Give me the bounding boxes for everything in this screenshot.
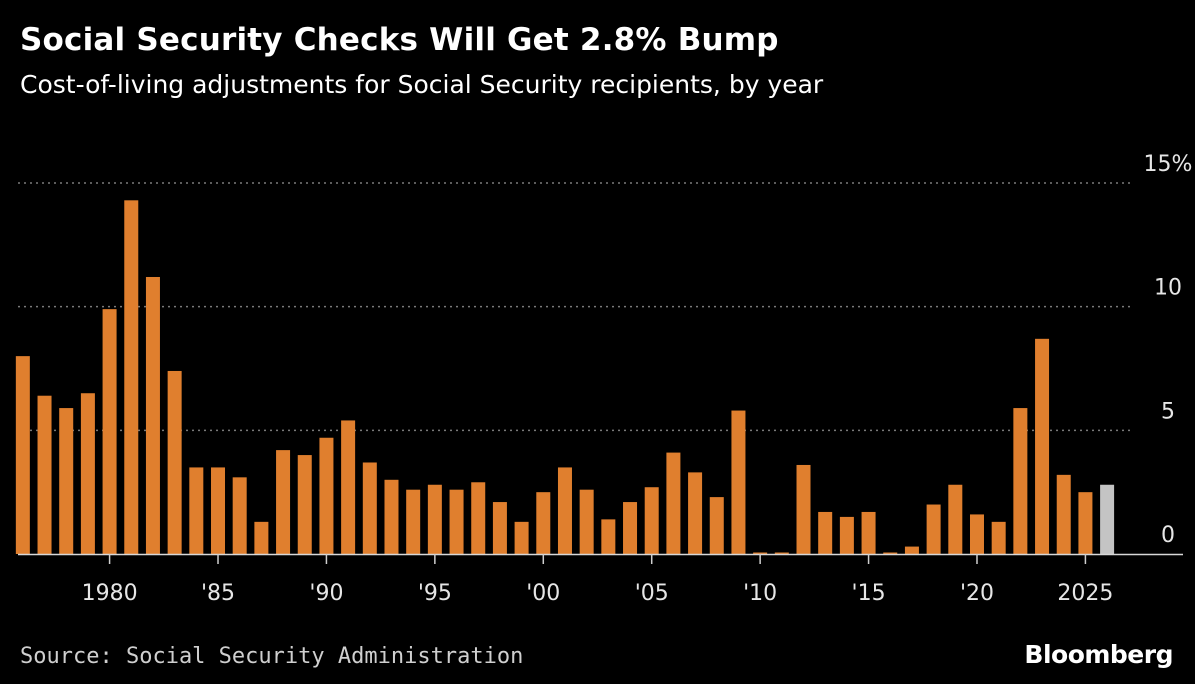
bar [883,552,898,554]
bar [471,482,486,554]
y-tick-label: 0 [1161,523,1175,548]
bar [297,455,312,554]
source-note: Source: Social Security Administration [20,644,524,669]
bar [818,511,833,554]
bar [80,393,95,554]
y-axis-ticks: 15% 10 5 0 [1144,152,1193,548]
bar [861,511,876,554]
bar [774,552,789,554]
bar [59,408,74,554]
bar-highlight [1100,484,1115,554]
bar [536,492,551,554]
bar [796,464,811,554]
bar [492,502,507,554]
bar [709,497,724,554]
bar [189,467,204,554]
bar [37,395,52,554]
bar [904,546,919,554]
x-tick-label: '10 [743,581,777,606]
bar [514,521,529,554]
bar [926,504,941,554]
y-tick-label: 10 [1154,276,1182,301]
x-tick-label: '90 [309,581,343,606]
bar [406,489,421,554]
x-tick-label: 2025 [1057,581,1113,606]
bloomberg-logo: Bloomberg [1024,640,1173,669]
bar [623,502,638,554]
bar [167,370,182,554]
bar [232,477,247,554]
bar [557,467,572,554]
bar [1078,492,1093,554]
bar [102,309,117,554]
bar [384,479,399,554]
x-tick-label: '95 [418,581,452,606]
bar [839,516,854,554]
bar [124,200,139,554]
x-tick-label: '15 [852,581,886,606]
bar [666,452,681,554]
bar [644,487,659,554]
bar [601,519,616,554]
y-tick-label: 15% [1144,152,1193,177]
x-axis-ticks: 1980 '85 '90 '95 '00 '05 '10 '15 '20 2025 [82,554,1113,606]
chart-title: Social Security Checks Will Get 2.8% Bum… [20,22,779,58]
bar [276,450,291,554]
bars [15,200,1115,554]
x-tick-label: '00 [526,581,560,606]
bar [341,420,356,554]
bar [969,514,984,554]
bar [948,484,963,554]
grid-lines [18,182,1130,432]
bar [991,521,1006,554]
bar [449,489,464,554]
bar [211,467,226,554]
bar [362,462,377,554]
bar [731,410,746,554]
bar [579,489,594,554]
x-tick-label: 1980 [82,581,138,606]
x-tick-label: '20 [960,581,994,606]
bar [1035,338,1050,554]
bar [319,437,334,554]
bar [1056,474,1071,554]
bar [1013,408,1028,554]
x-tick-label: '85 [201,581,235,606]
bar [15,356,30,554]
bar [753,552,768,554]
bar [688,472,703,554]
x-tick-label: '05 [635,581,669,606]
bar [145,276,160,554]
bar [427,484,442,554]
bar [254,521,269,554]
chart-subtitle: Cost-of-living adjustments for Social Se… [20,70,824,99]
y-tick-label: 5 [1161,399,1175,424]
